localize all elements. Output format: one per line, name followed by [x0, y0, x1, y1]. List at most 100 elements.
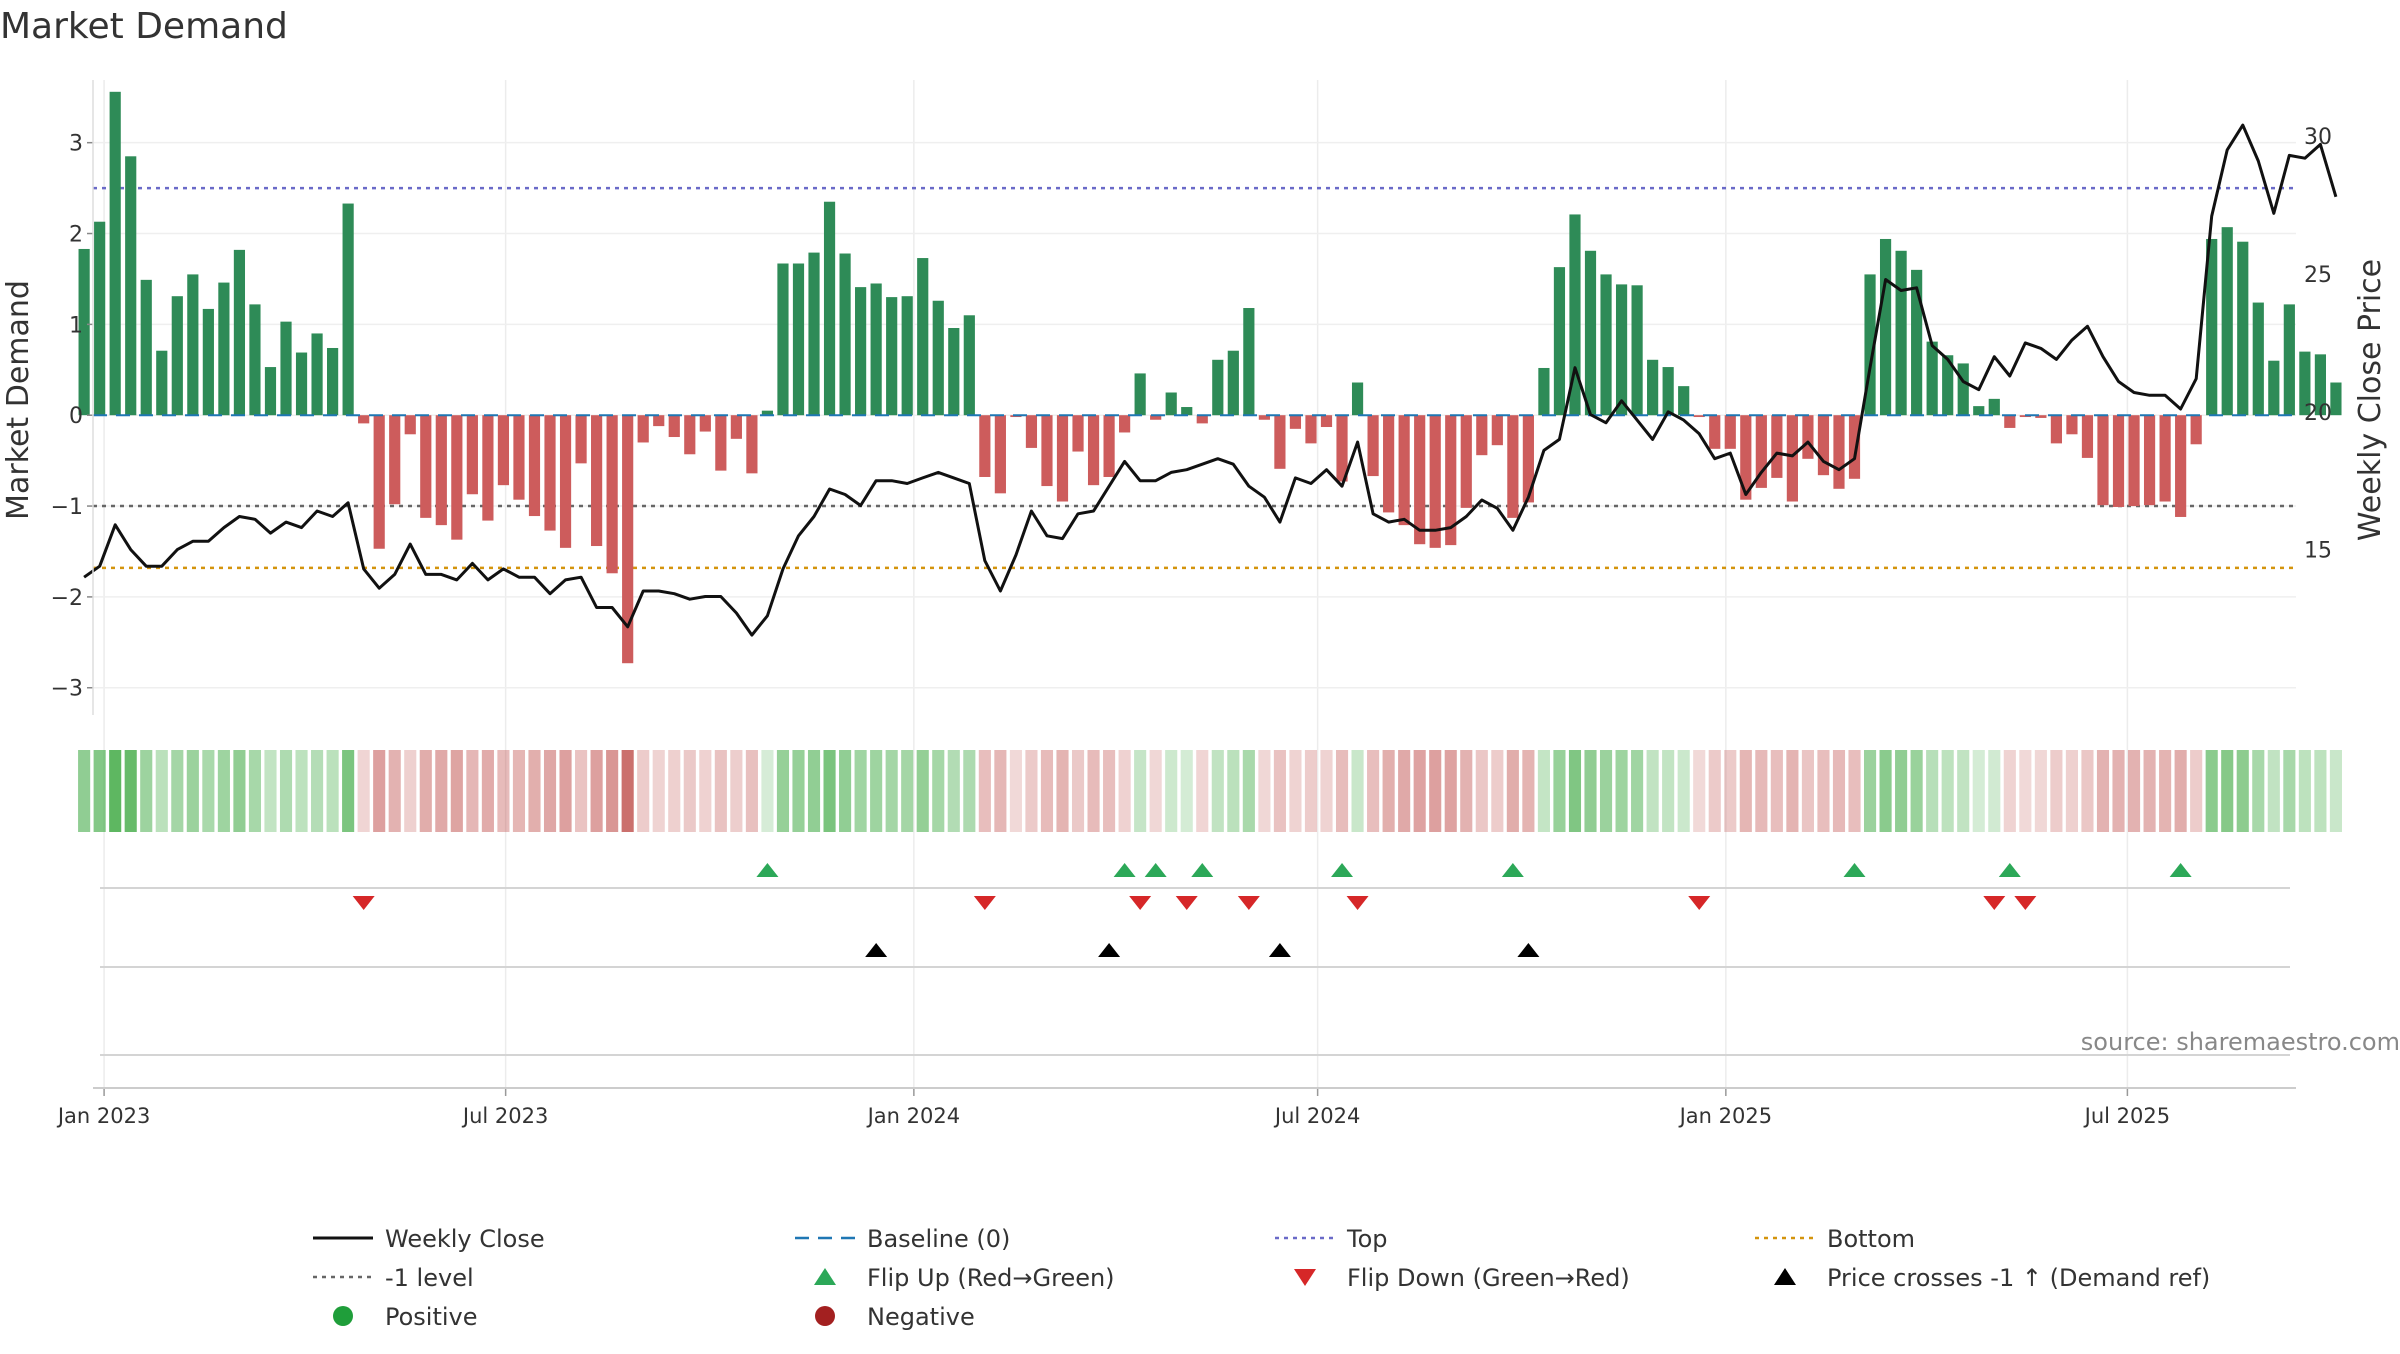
demand-bar-negative	[1274, 415, 1286, 469]
strip-cell-negative	[1755, 750, 1768, 832]
demand-bar-negative	[1786, 415, 1798, 502]
strip-cell-negative	[2127, 750, 2141, 832]
y-tick-label: −3	[51, 677, 83, 702]
strip-cell-negative	[1708, 750, 1721, 832]
demand-bar-negative	[1119, 415, 1131, 433]
demand-bar-positive	[1895, 250, 1907, 416]
demand-bar-negative	[1445, 415, 1457, 546]
y-right-tick-label: 20	[2304, 401, 2332, 426]
demand-bar-negative	[2128, 415, 2140, 507]
y-right-tick-label: 25	[2304, 263, 2332, 288]
legend-label: Weekly Close	[385, 1225, 545, 1253]
demand-bar-negative	[1709, 415, 1721, 449]
strip-cell-negative	[1413, 750, 1426, 832]
demand-bar-positive	[2252, 302, 2264, 416]
x-tick-label: Jul 2025	[2083, 1104, 2170, 1128]
y-tick-label: 3	[69, 132, 83, 157]
demand-bar-positive	[233, 249, 246, 416]
demand-bar-positive	[1942, 355, 1954, 416]
flip-up-marker	[1144, 863, 1167, 877]
price-cross-marker	[1517, 943, 1540, 957]
demand-bar-negative	[1398, 415, 1410, 526]
strip-cell-positive	[78, 750, 91, 832]
demand-bar-negative	[1289, 415, 1302, 429]
strip-cell-positive	[2252, 750, 2265, 832]
demand-bar-positive	[870, 283, 882, 416]
demand-bar-negative	[1724, 415, 1736, 449]
strip-cell-negative	[1475, 750, 1488, 832]
demand-bar-negative	[1476, 415, 1488, 456]
strip-cell-positive	[2329, 750, 2342, 832]
demand-bar-positive	[855, 287, 867, 416]
legend-label: Baseline (0)	[867, 1225, 1010, 1253]
demand-bar-negative	[979, 415, 991, 477]
demand-bar-positive	[917, 258, 929, 416]
strip-cell-positive	[1568, 750, 1582, 832]
demand-bar-negative	[358, 415, 370, 424]
demand-bar-negative	[668, 415, 680, 438]
demand-bar-positive	[1553, 267, 1566, 416]
demand-bar-negative	[2066, 415, 2078, 435]
demand-bar-positive	[1351, 382, 1364, 416]
strip-cell-positive	[342, 750, 355, 832]
strip-cell-positive	[186, 750, 199, 832]
strip-cell-positive	[1895, 750, 1908, 832]
strip-cell-negative	[590, 750, 603, 832]
x-tick-label: Jan 2023	[56, 1104, 151, 1128]
strip-cell-negative	[404, 750, 417, 832]
strip-cell-positive	[1165, 750, 1178, 832]
demand-bar-negative	[1507, 415, 1519, 518]
demand-bar-positive	[1662, 367, 1674, 416]
demand-bar-positive	[125, 156, 137, 416]
strip-cell-positive	[1615, 750, 1628, 832]
strip-cell-positive	[1211, 750, 1224, 832]
x-tick-label: Jul 2023	[461, 1104, 548, 1128]
y-right-tick-label: 15	[2304, 539, 2332, 564]
strip-cell-negative	[575, 750, 588, 832]
strip-cell-positive	[870, 750, 883, 832]
strip-cell-positive	[2205, 750, 2218, 832]
demand-bar-positive	[2314, 354, 2326, 416]
demand-bar-positive	[1165, 392, 1177, 416]
demand-bar-negative	[2050, 415, 2062, 444]
demand-bar-positive	[1973, 406, 1985, 416]
demand-bar-negative	[1041, 415, 1053, 487]
demand-bar-positive	[1879, 238, 1892, 416]
demand-bar-positive	[1584, 250, 1597, 416]
strip-cell-negative	[2081, 750, 2094, 832]
demand-bar-negative	[1848, 415, 1861, 479]
weekly-close-line	[83, 123, 2338, 637]
strip-cell-negative	[2065, 750, 2078, 832]
strip-cell-negative	[2034, 750, 2047, 832]
demand-bar-positive	[2268, 360, 2280, 416]
demand-bar-positive	[1957, 363, 1969, 416]
strip-cell-positive	[2283, 750, 2296, 832]
strip-cell-positive	[807, 750, 821, 832]
demand-bar-negative	[1522, 415, 1534, 503]
strip-cell-positive	[1957, 750, 1970, 832]
strip-cell-negative	[621, 750, 634, 832]
chart-title: Market Demand	[0, 6, 288, 47]
demand-bar-positive	[886, 297, 898, 416]
legend-label: -1 level	[385, 1264, 474, 1292]
demand-bar-positive	[202, 308, 214, 416]
demand-bar-positive	[218, 282, 230, 416]
strip-cell-negative	[2003, 750, 2016, 832]
demand-bar-positive	[140, 279, 152, 416]
strip-cell-negative	[373, 750, 386, 832]
strip-cell-negative	[481, 750, 494, 832]
demand-bar-positive	[171, 296, 183, 416]
strip-cell-negative	[994, 750, 1007, 832]
demand-bar-negative	[2175, 415, 2187, 517]
demand-bar-positive	[1227, 350, 1239, 416]
strip-cell-negative	[1429, 750, 1442, 832]
strip-cell-positive	[1879, 750, 1892, 832]
flip-up-marker	[1998, 863, 2021, 877]
demand-bar-positive	[1615, 284, 1628, 416]
demand-bar-negative	[1320, 415, 1333, 428]
demand-bar-negative	[1150, 415, 1162, 420]
flip-down-marker	[1175, 896, 1198, 910]
strip-cell-positive	[1553, 750, 1566, 832]
strip-cell-positive	[1926, 750, 1939, 832]
strip-cell-positive	[124, 750, 137, 832]
